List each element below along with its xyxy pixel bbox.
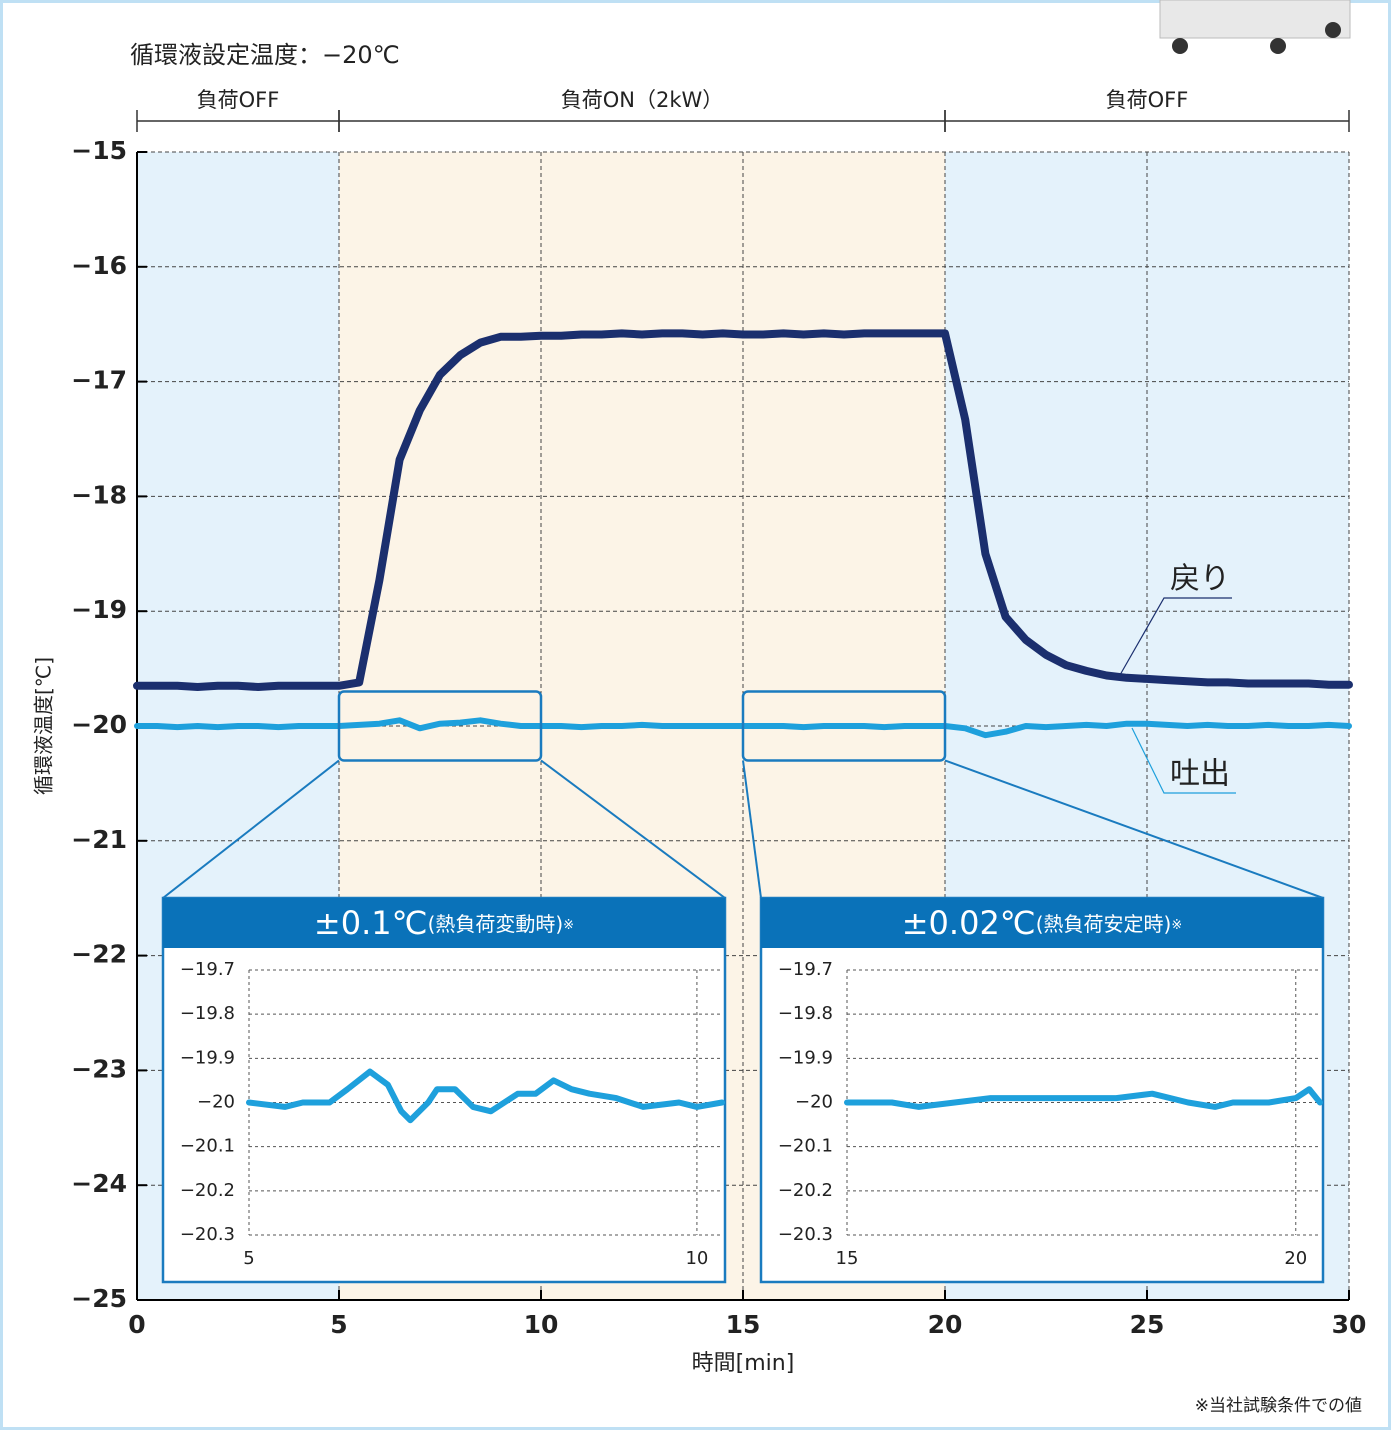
region-label: 負荷OFF	[1106, 88, 1189, 112]
leader-line	[1119, 597, 1232, 676]
inset-header	[163, 898, 725, 948]
y-tick-label: −19.9	[180, 1047, 235, 1068]
y-tick-label: −20.2	[180, 1180, 235, 1201]
y-tick-label: −19.7	[778, 959, 833, 980]
y-tick-label: −20	[795, 1092, 833, 1113]
y-tick-label: −19.8	[180, 1003, 235, 1024]
zoom-box	[337, 690, 543, 762]
zoom-box	[741, 690, 947, 762]
series-label: 戻り	[1170, 562, 1230, 597]
zoom-connector	[162, 759, 340, 899]
inset-header	[761, 898, 1323, 948]
inset-title-part: ±0.1℃	[314, 904, 428, 942]
zoom-connector	[540, 759, 726, 899]
x-tick-label: 20	[1284, 1248, 1307, 1269]
x-tick-label: 15	[726, 1310, 761, 1339]
y-tick-label: −20.3	[778, 1224, 833, 1245]
x-tick-label: 10	[685, 1248, 708, 1269]
data-line	[246, 1068, 725, 1124]
y-tick-label: −20.1	[180, 1136, 235, 1157]
y-tick-label: −20.1	[778, 1136, 833, 1157]
y-tick-label: −21	[71, 825, 127, 854]
y-tick-label: −20	[197, 1092, 235, 1113]
y-tick-label: −15	[71, 136, 127, 165]
x-tick-label: 10	[524, 1310, 559, 1339]
y-tick-label: −19.8	[778, 1003, 833, 1024]
x-tick-label: 5	[243, 1248, 254, 1269]
inset-title-part: (熱負荷変動時)	[428, 912, 564, 936]
y-tick-label: −18	[71, 480, 127, 509]
inset-title: ±0.1℃(熱負荷変動時)※	[314, 904, 574, 942]
zoom-connector	[742, 760, 762, 899]
x-tick-label: 0	[128, 1310, 145, 1339]
region-label: 負荷OFF	[197, 88, 280, 112]
region-label: 負荷ON（2kW）	[561, 88, 724, 112]
y-tick-label: −20	[71, 710, 127, 739]
inset-title-part: ※	[1171, 918, 1182, 933]
x-tick-label: 30	[1332, 1310, 1367, 1339]
series-label: 吐出	[1170, 757, 1230, 792]
y-tick-label: −19	[71, 595, 127, 624]
leader-line	[1131, 727, 1236, 794]
x-tick-label: 20	[928, 1310, 963, 1339]
x-axis-label: 時間[min]	[692, 1351, 795, 1376]
footnote: ※当社試験条件での値	[1195, 1396, 1362, 1416]
y-tick-label: −17	[71, 366, 127, 395]
data-line	[133, 329, 1353, 691]
inset-title-part: ±0.02℃	[902, 904, 1036, 942]
y-tick-label: −24	[71, 1169, 127, 1198]
y-tick-label: −22	[71, 940, 127, 969]
inset-panel	[759, 896, 1325, 1284]
y-axis-label: 循環液温度[℃]	[32, 657, 56, 795]
inset-title: ±0.02℃(熱負荷安定時)※	[902, 904, 1183, 942]
y-tick-label: −25	[71, 1284, 127, 1313]
y-tick-label: −20.3	[180, 1224, 235, 1245]
y-tick-label: −19.7	[180, 959, 235, 980]
y-tick-label: −20.2	[778, 1180, 833, 1201]
inset-title-part: (熱負荷安定時)	[1036, 912, 1172, 936]
y-tick-label: −19.9	[778, 1047, 833, 1068]
x-tick-label: 5	[330, 1310, 347, 1339]
data-line	[844, 1086, 1323, 1110]
inset-title-part: ※	[563, 918, 574, 933]
x-tick-label: 15	[836, 1248, 859, 1269]
zoom-connector	[944, 759, 1324, 899]
product-photo	[1159, 0, 1351, 54]
y-tick-label: −16	[71, 251, 127, 280]
setpoint-title: 循環液設定温度：−20℃	[130, 41, 400, 69]
y-tick-label: −23	[71, 1054, 127, 1083]
x-tick-label: 25	[1130, 1310, 1165, 1339]
